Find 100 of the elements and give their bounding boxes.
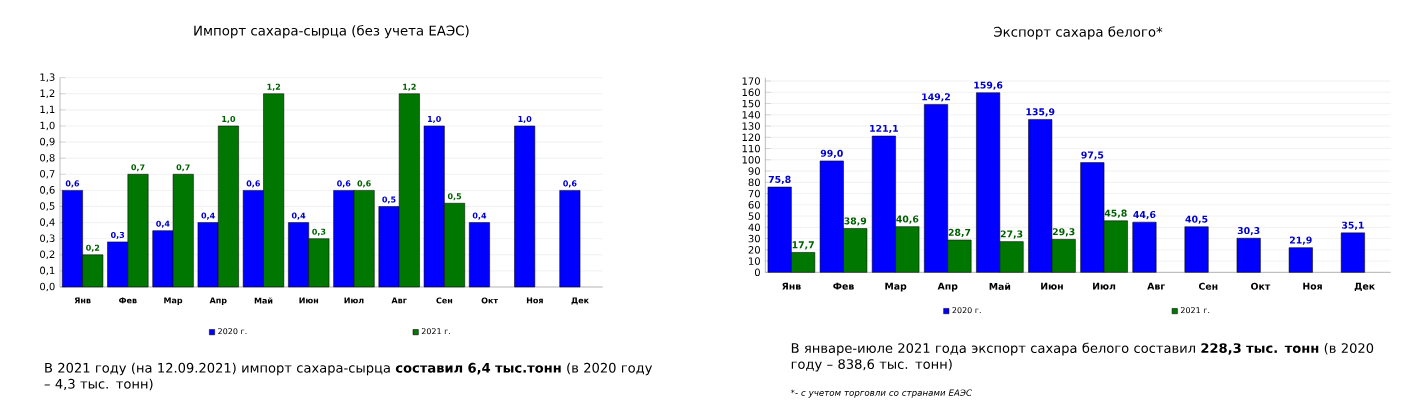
text: В 2021 году (на 12.09.2021) импорт сахара-сырца составил 6,4 тыс.тонн (в 2020 году – 4,3 тыс. тонн): [44, 362, 653, 391]
x-tick-label: Ноя: [526, 297, 543, 304]
y-tick-label: 120: [742, 133, 760, 142]
chart-title: Экспорт сахара белого*: [994, 26, 1163, 40]
x-tick-label: Дек: [571, 297, 589, 305]
data-label: 44,6: [1133, 210, 1156, 220]
y-tick-label: 0: [754, 268, 760, 277]
bar: [1340, 232, 1365, 273]
data-label: 1,0: [428, 115, 441, 124]
x-tick-label: Июн: [299, 297, 319, 304]
data-label: 1,0: [518, 115, 532, 124]
legend-label: 2021 г.: [1180, 307, 1210, 314]
x-tick-label: Фев: [119, 297, 137, 304]
y-tick-label: 1,1: [40, 105, 55, 115]
x-tick-label: Янв: [782, 282, 801, 290]
data-label: 45,8: [1104, 209, 1127, 218]
y-tick-label: 0,0: [40, 282, 55, 292]
y-tick-label: 0,4: [40, 218, 55, 227]
data-label: 97,5: [1081, 151, 1104, 160]
data-label: 135,9: [1026, 108, 1055, 117]
data-label: 149,2: [922, 93, 950, 102]
data-label: 0,7: [131, 164, 145, 172]
y-tick-label: 10: [749, 257, 760, 265]
y-tick-label: 0,5: [40, 202, 55, 211]
y-tick-label: 0,2: [40, 250, 55, 260]
x-tick-label: Фев: [833, 282, 854, 290]
x-tick-label: Мар: [164, 297, 183, 305]
x-tick-label: Мар: [885, 282, 907, 292]
y-tick-label: 70: [748, 189, 760, 198]
y-tick-label: 80: [748, 178, 760, 187]
y-tick-label: 0,6: [40, 186, 55, 195]
data-label: 0,4: [201, 212, 215, 220]
y-tick-label: 90: [748, 167, 760, 175]
x-tick-label: Июн: [1041, 282, 1063, 290]
y-tick-label: 100: [742, 156, 760, 164]
data-label: 40,5: [1185, 215, 1208, 224]
data-label: 75,8: [768, 175, 791, 185]
x-tick-label: Авг: [391, 297, 407, 304]
data-label: 21,9: [1290, 236, 1312, 245]
bar: [1132, 221, 1157, 273]
x-tick-label: Окт: [481, 297, 499, 304]
data-label: 0,6: [337, 180, 351, 188]
y-tick-label: 1,0: [40, 121, 55, 131]
x-tick-label: Июл: [1093, 282, 1116, 290]
x-tick-label: Апр: [209, 297, 227, 305]
legend-label: 2020 г.: [218, 328, 247, 335]
bar: [559, 190, 581, 288]
y-tick-label: 150: [742, 99, 760, 108]
y-tick-label: 20: [748, 246, 760, 254]
y-tick-label: 110: [742, 144, 760, 153]
data-label: 0,5: [382, 196, 396, 204]
y-tick-label: 0,8: [40, 153, 55, 163]
data-label: 0,6: [246, 180, 260, 188]
data-label: 0,2: [86, 244, 100, 252]
data-label: 0,7: [176, 164, 190, 172]
data-label: 17,7: [792, 241, 814, 250]
x-tick-label: Май: [989, 282, 1011, 290]
bar: [1236, 237, 1261, 273]
y-tick-label: 170: [742, 77, 760, 85]
x-tick-label: Апр: [937, 282, 958, 292]
x-tick-label: Авг: [1147, 282, 1165, 290]
x-tick-label: Май: [254, 297, 273, 304]
y-tick-label: 0,7: [40, 169, 55, 179]
y-tick-label: 140: [742, 111, 760, 119]
data-label: 99,0: [820, 149, 843, 158]
y-tick-label: 160: [742, 88, 760, 97]
text: *- с учетом торговли со странами ЕАЭС: [790, 389, 972, 398]
y-tick-label: 0,1: [40, 266, 55, 276]
data-label: 1,0: [222, 115, 236, 124]
data-label: 1,2: [267, 83, 281, 91]
bar: [1288, 247, 1313, 273]
data-label: 0,4: [291, 212, 306, 220]
data-label: 29,3: [1052, 228, 1075, 237]
x-tick-label: Дек: [1354, 282, 1375, 291]
legend-label: 2020 г.: [952, 307, 981, 314]
text: В январе-июле 2021 года экспорт сахара белого составил 228,3 тыс. тонн (в 2020 году – 838,6 тыс. тонн): [791, 342, 1374, 372]
x-tick-label: Ноя: [1303, 282, 1322, 290]
data-label: 0,5: [447, 193, 462, 201]
y-tick-label: 130: [742, 122, 760, 130]
y-tick-label: 1,3: [40, 73, 55, 82]
y-tick-label: 40: [748, 223, 760, 232]
x-tick-label: Янв: [74, 297, 91, 304]
y-tick-label: 60: [748, 201, 760, 209]
data-label: 30,3: [1237, 227, 1260, 236]
data-label: 0,4: [472, 212, 487, 220]
data-label: 28,7: [948, 228, 971, 238]
x-tick-label: Окт: [1251, 282, 1271, 290]
data-label: 27,3: [1000, 230, 1023, 239]
y-tick-label: 50: [748, 212, 760, 220]
data-label: 1,2: [403, 83, 416, 91]
bar: [514, 125, 536, 288]
bar: [1184, 226, 1209, 273]
data-label: 40,6: [896, 215, 919, 224]
data-label: 159,6: [974, 81, 1003, 90]
x-tick-label: Июл: [344, 297, 364, 304]
x-tick-label: Сен: [1198, 282, 1218, 290]
x-tick-label: Сен: [436, 297, 453, 304]
data-label: 0,6: [357, 180, 371, 188]
chart-title: Импорт сахара-сырца (без учета ЕАЭС): [194, 25, 469, 39]
legend-label: 2021 г.: [421, 328, 451, 335]
